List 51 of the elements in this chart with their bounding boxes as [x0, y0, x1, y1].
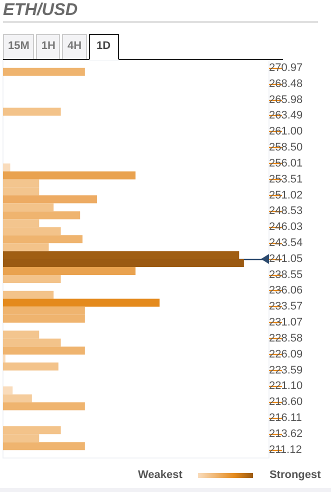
y-tick-label: 246.03 [269, 221, 303, 234]
y-tick-label: 265.98 [269, 94, 303, 106]
bar [3, 274, 61, 283]
y-tick-label: 218.60 [269, 396, 303, 408]
bar [3, 163, 10, 172]
y-tick-label: 263.49 [269, 110, 303, 122]
y-tick-label: 228.58 [269, 332, 303, 344]
text: 1H [36, 34, 60, 59]
bar [3, 108, 61, 116]
bar [3, 442, 85, 450]
bar [3, 235, 83, 244]
y-tick-label: 221.10 [269, 380, 303, 392]
y-tick-label: 270.97 [269, 62, 303, 74]
y-tick-label: 216.11 [269, 412, 302, 424]
text: Strongest [269, 469, 321, 481]
y-tick-label: 251.02 [269, 189, 303, 202]
y-tick-label: 233.57 [269, 300, 303, 313]
y-tick-label: 261.00 [269, 126, 303, 138]
y-tick-label: 223.59 [269, 364, 303, 376]
bar [3, 68, 85, 76]
bar [3, 402, 85, 410]
text: Weakest [138, 469, 182, 481]
text: 1D [88, 34, 119, 60]
y-tick-label: 213.62 [269, 428, 303, 440]
text: 15M [3, 34, 34, 59]
bar [3, 290, 54, 299]
bar [3, 298, 160, 307]
y-tick-label: 231.07 [269, 316, 303, 329]
bar [3, 195, 97, 204]
text: 4H [62, 34, 87, 59]
bar [3, 386, 13, 394]
bar [3, 394, 32, 402]
y-tick-label: 253.51 [269, 173, 303, 186]
y-tick-label: 268.48 [269, 78, 303, 90]
bar [3, 243, 49, 252]
chart-title: ETH/USD [3, 0, 318, 23]
y-tick-label: 211.12 [269, 444, 302, 456]
bar [3, 171, 136, 180]
y-tick-label: 238.55 [269, 268, 303, 281]
y-tick-label: 258.50 [269, 142, 303, 154]
y-tick-label: 226.09 [269, 348, 303, 360]
bar [3, 362, 58, 370]
bar [3, 266, 136, 275]
y-tick-label: 236.06 [269, 284, 303, 297]
y-tick-label: 256.01 [269, 157, 303, 170]
bar [3, 346, 85, 355]
y-tick-label: 248.53 [269, 205, 303, 218]
y-tick-label: 241.05 [269, 252, 303, 265]
bar [3, 211, 80, 220]
y-tick-label: 243.54 [269, 237, 303, 250]
bar [3, 203, 54, 212]
